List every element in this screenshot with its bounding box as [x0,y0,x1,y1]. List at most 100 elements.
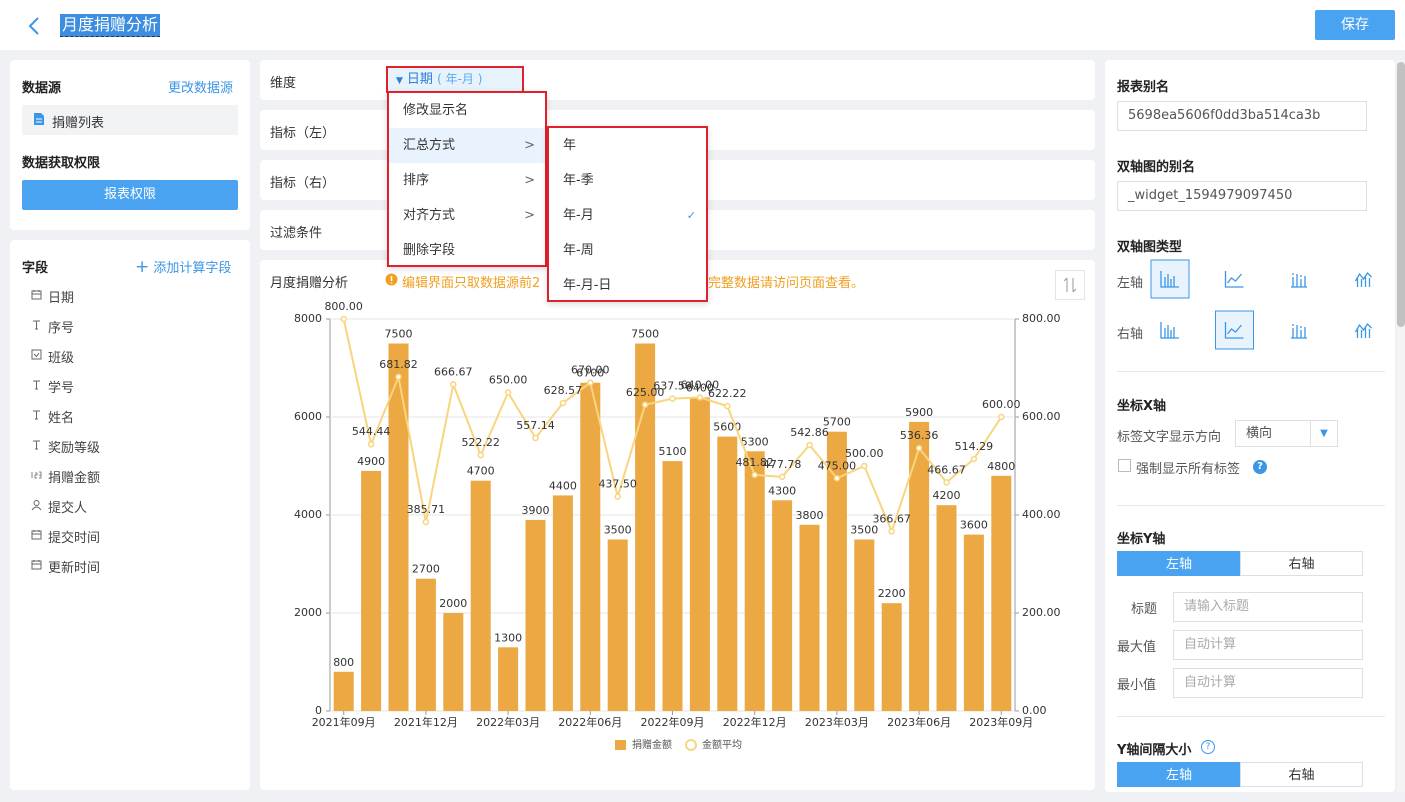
type-icon[interactable] [1224,322,1244,339]
back-button[interactable] [26,16,42,36]
menu-item[interactable]: 修改显示名 [403,103,469,118]
help-icon[interactable]: ? [1201,740,1215,754]
type-icon[interactable] [1354,271,1372,287]
y2-tick-label: 200.00 [1022,606,1061,619]
type-icon[interactable] [1291,273,1307,288]
x-tick-label: 2021年09月 [312,715,376,729]
type-icon[interactable] [1291,324,1307,339]
y-title-input[interactable]: 请输入标题 [1173,592,1363,622]
submenu-text: 年 [563,138,577,153]
datasource-name: 捐赠列表 [52,116,105,131]
line-point [669,395,676,402]
field-name[interactable]: 学号 [48,381,75,396]
field-name[interactable]: 提交人 [48,501,88,516]
menu-text: 汇总方式 [403,138,456,153]
context-menu: 修改显示名 汇总方式 > 排序 > 对齐方式 > 删除字段 [387,91,547,267]
line-label: 681.82 [379,358,418,371]
submenu-item[interactable]: 年-周 [549,233,706,268]
report-title[interactable]: 月度捐赠分析 [60,14,161,37]
field-icon [33,440,40,450]
field-name[interactable]: 更新时间 [48,561,101,576]
field-name[interactable]: 日期 [48,291,75,306]
submenu-item[interactable]: 年-月-日 [549,268,706,303]
y-axis-label: 坐标Y轴 [1117,532,1166,547]
submenu-item[interactable]: 年-季 [549,163,706,198]
type-icon[interactable] [1354,322,1372,338]
submenu-item[interactable]: 年 [549,128,706,163]
x-tick-label: 2022年12月 [723,715,787,729]
tab[interactable]: 右轴 [1240,762,1363,787]
tab[interactable]: 右轴 [1240,551,1363,576]
bar-label: 7500 [631,328,659,341]
bar-label: 5700 [823,416,851,429]
field-icon [31,530,42,540]
swap-button[interactable] [1055,270,1085,300]
bar [580,382,601,711]
legend-swatch [615,740,626,750]
dimension-tag[interactable]: ▼ 日期 ( 年-月 ) [386,66,524,93]
line-label: 477.78 [763,458,802,471]
field-name[interactable]: 序号 [48,321,75,336]
bar-label: 7500 [385,328,413,341]
y-min-input[interactable]: 自动计算 [1173,668,1363,698]
tab[interactable]: 左轴 [1117,551,1241,576]
line-point [806,441,813,449]
line-label: 466.67 [927,463,966,476]
field-name[interactable]: 提交时间 [48,531,101,546]
field-name[interactable]: 捐赠金额 [48,471,101,486]
right-axis-label: 右轴 [1117,327,1144,342]
line-label: 650.00 [489,374,527,387]
field-name[interactable]: 姓名 [48,411,75,426]
scroll-thumb[interactable] [1397,62,1405,327]
bar-label: 4400 [549,479,577,492]
submenu: 年年-季 年-月 ✓ 年-周年-月-日 [547,126,708,302]
line-point [888,528,895,535]
datasource-item[interactable] [22,105,238,135]
field-name[interactable]: 奖励等级 [48,441,101,456]
add-field[interactable]: + 添加计算字段 [135,257,232,277]
line-label: 622.22 [708,387,747,400]
field-icon [31,349,42,360]
left-axis-label: 左轴 [1117,276,1144,291]
tab[interactable]: 左轴 [1117,762,1241,787]
legend-label: 捐赠金额 [632,738,672,751]
permission-button[interactable]: 报表权限 [22,180,238,210]
y2-tick-label: 400.00 [1022,508,1061,521]
bar-label: 2700 [412,563,440,576]
bar-label: 5100 [659,445,687,458]
widget-alias-input[interactable]: _widget_1594979097450 [1117,181,1367,211]
menu-item[interactable]: 删除字段 [403,243,456,258]
field-icon [33,410,40,420]
force-labels: 强制显示所有标签 [1136,462,1241,477]
submenu-text: 年-周 [563,243,594,258]
bar-label: 3800 [796,509,824,522]
bar-label: 4200 [933,489,961,502]
menu-item[interactable]: 排序 > [403,173,535,188]
field-name[interactable]: 班级 [48,351,75,366]
save-button[interactable]: 保存 [1315,10,1395,40]
help-icon[interactable]: ? [1253,460,1267,474]
direction-select[interactable]: 横向 ▼ [1235,420,1338,447]
submenu-item[interactable]: 年-月 ✓ [549,198,706,233]
menu-item[interactable]: 对齐方式 > [403,208,535,223]
alias-input[interactable]: 5698ea5606f0dd3ba514ca3b [1117,101,1367,131]
line-label: 542.86 [790,426,829,439]
type-icon[interactable] [1224,271,1244,288]
menu-item[interactable]: 汇总方式 > [389,128,545,163]
line-label: 481.82 [735,456,774,469]
bar [826,431,847,711]
y-tick-label: 6000 [294,410,322,423]
left-metric-label: 指标（左） [270,126,336,141]
legend-swatch [685,739,697,751]
type-icon[interactable] [1160,322,1179,339]
change-datasource[interactable]: 更改数据源 [168,81,234,96]
selected-type [1215,310,1254,350]
type-icon[interactable] [1160,271,1179,288]
menu-text: 对齐方式 [403,208,456,223]
checkbox[interactable] [1118,459,1131,472]
line-label: 637.50 [653,380,692,393]
datasource-label: 数据源 [22,81,62,96]
line-label: 640.00 [681,378,720,391]
y-max-input[interactable]: 自动计算 [1173,630,1363,660]
